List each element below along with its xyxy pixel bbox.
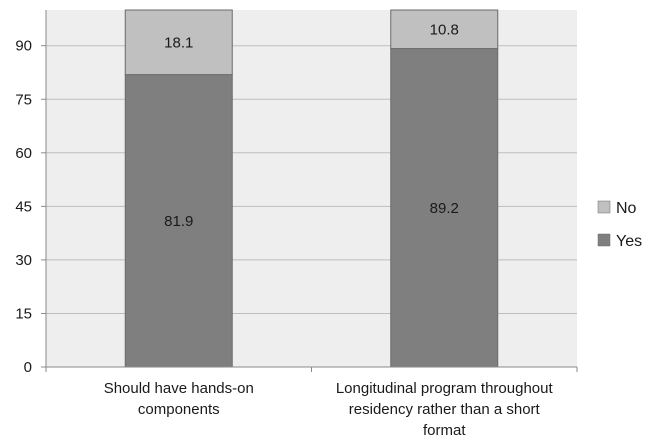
bar-yes	[390, 48, 499, 368]
y-tick-label: 60	[15, 145, 32, 162]
x-category-label: Longitudinal program throughout	[336, 380, 554, 397]
data-label: 18.1	[164, 34, 193, 51]
y-tick-label: 75	[15, 91, 32, 108]
bar-no	[390, 9, 499, 50]
y-tick-label: 30	[15, 252, 32, 269]
bar-no	[124, 9, 233, 76]
y-tick-label: 0	[24, 359, 32, 376]
bar-yes	[124, 74, 233, 368]
data-label: 89.2	[430, 200, 459, 217]
legend-label-yes: Yes	[616, 233, 642, 250]
legend-swatch-yes	[597, 233, 611, 247]
bars: 81.9 18.1 89.2 10.8	[124, 9, 499, 368]
legend-label-no: No	[616, 200, 637, 217]
x-axis: Should have hands-on components Longitudin…	[45, 366, 578, 439]
legend-swatch-no	[597, 200, 611, 214]
y-tick-label: 15	[15, 305, 32, 322]
x-category-label: Should have hands-on	[104, 380, 254, 397]
x-category-label: residency rather than a short	[349, 401, 541, 418]
data-label: 81.9	[164, 213, 193, 230]
y-axis: 0 15 30 45 60 75 90	[15, 10, 47, 376]
x-category-label: components	[138, 401, 220, 418]
data-label: 10.8	[430, 21, 459, 38]
y-tick-label: 45	[15, 198, 32, 215]
y-tick-label: 90	[15, 38, 32, 55]
legend: No Yes	[597, 200, 642, 250]
x-category-label: format	[423, 422, 466, 439]
